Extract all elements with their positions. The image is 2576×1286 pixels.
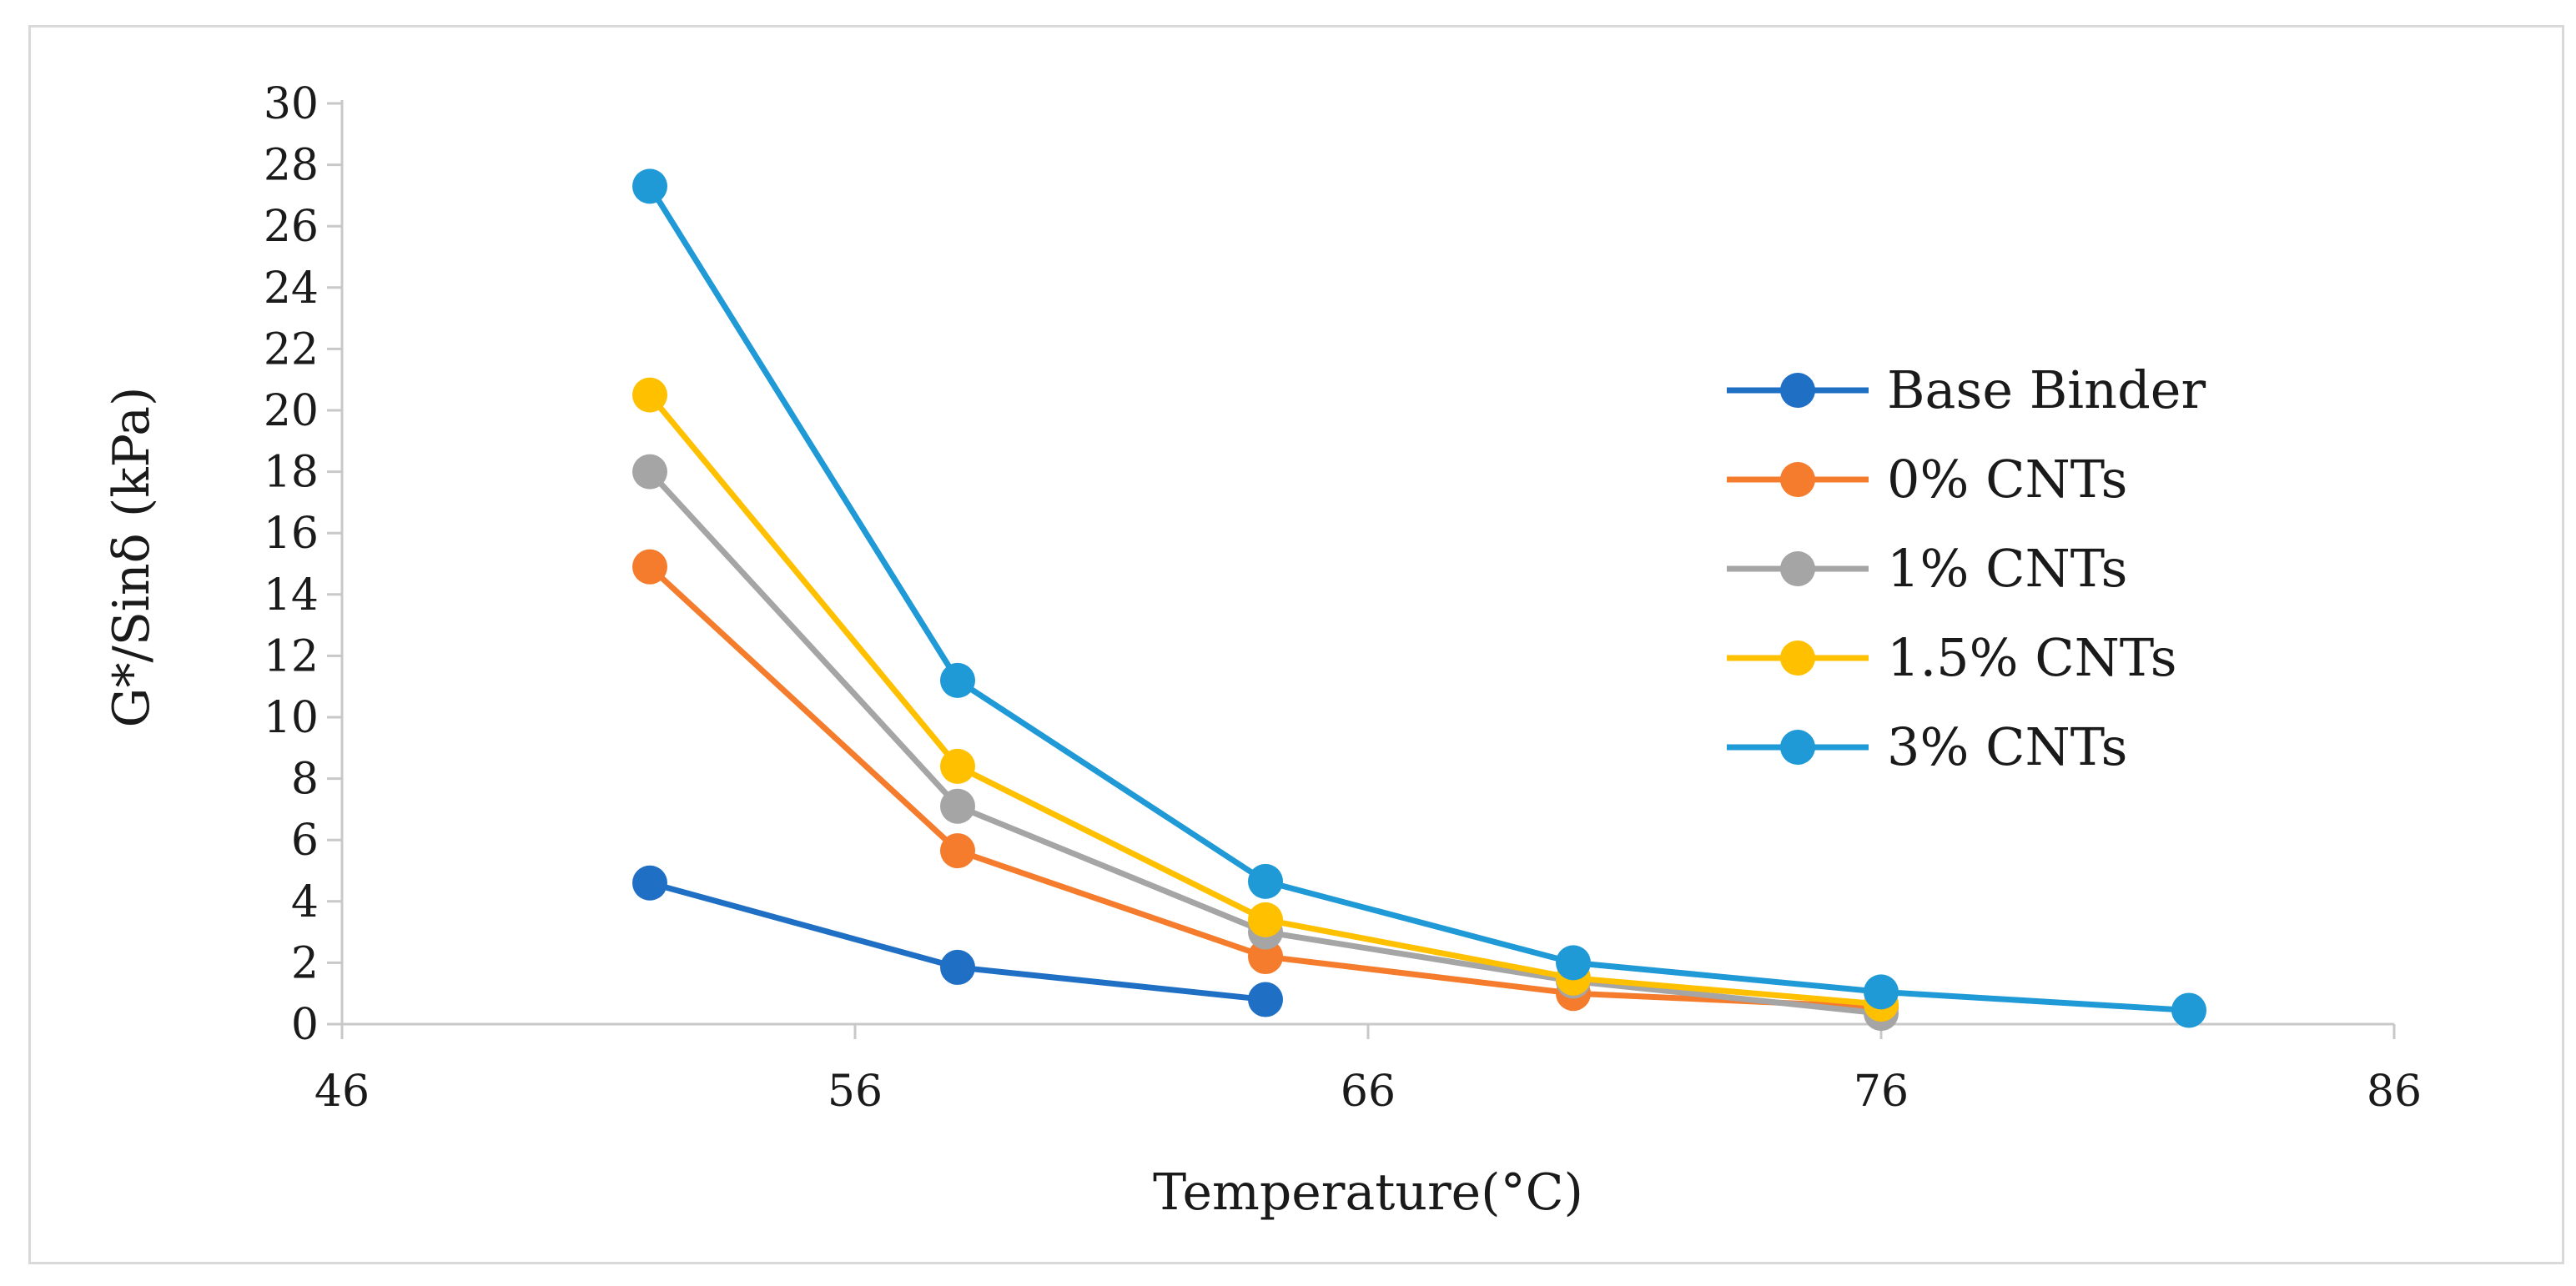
data-point [940,949,975,985]
y-tick-label: 24 [264,264,319,314]
legend-item: 1% CNTs [1727,538,2127,599]
data-point [1248,863,1283,899]
y-tick-label: 26 [264,202,319,252]
y-tick-label: 22 [264,324,319,374]
data-point [632,454,667,490]
legend-marker [1780,373,1815,408]
data-point [2171,992,2206,1028]
legend-item: 3% CNTs [1727,716,2127,777]
x-tick-label: 76 [1854,1067,1909,1117]
legend-item: 1.5% CNTs [1727,627,2177,688]
data-point [940,833,975,869]
series-base-binder [632,865,1283,1017]
y-tick-label: 20 [264,386,319,436]
y-tick-label: 16 [264,509,319,559]
data-point [940,748,975,784]
y-tick-label: 8 [291,755,319,805]
y-tick-label: 28 [264,141,319,191]
data-point [1248,939,1283,975]
series-3-cnts [632,168,2206,1028]
y-tick-label: 0 [291,1000,319,1050]
y-axis-title: G*/Sinδ (kPa) [103,387,161,728]
data-point [632,865,667,901]
y-tick-label: 10 [264,693,319,743]
legend-marker [1780,462,1815,497]
legend-marker [1780,551,1815,586]
x-tick-label: 66 [1341,1067,1396,1117]
data-point [1248,902,1283,937]
legend-marker [1780,730,1815,765]
data-point [632,549,667,585]
data-point [632,168,667,204]
y-tick-label: 18 [264,448,319,498]
chart-frame [28,25,2564,1264]
series-1-5-cnts [632,377,1899,1022]
y-tick-label: 4 [291,877,319,927]
y-tick-label: 14 [264,570,319,620]
data-point [632,377,667,413]
data-point [1556,945,1591,981]
legend-label: 3% CNTs [1887,716,2127,777]
data-point [1864,974,1899,1010]
y-tick-label: 6 [291,816,319,866]
x-tick-label: 56 [828,1067,883,1117]
y-tick-label: 12 [264,631,319,681]
legend-label: 1% CNTs [1887,538,2127,599]
legend-item: 0% CNTs [1727,449,2127,510]
data-point [940,788,975,824]
data-point [1248,982,1283,1017]
legend-label: 1.5% CNTs [1887,627,2177,688]
series-line [647,184,2190,1013]
x-tick-label: 86 [2367,1067,2422,1117]
series-1-cnts [632,454,1899,1032]
y-tick-label: 2 [291,938,319,988]
x-tick-label: 46 [314,1067,370,1117]
legend-label: Base Binder [1887,359,2206,420]
y-tick-label: 30 [264,79,319,129]
legend-marker [1780,640,1815,676]
data-point [940,662,975,698]
legend: Base Binder 0% CNTs 1% CNTs 1.5% CNTs 3% CNT… [1727,359,2206,777]
legend-label: 0% CNTs [1887,449,2127,510]
legend-item: Base Binder [1727,359,2206,420]
x-axis-title: Temperature(°C) [1153,1163,1583,1222]
series-0-cnts [632,549,1899,1025]
series-layer [632,168,2206,1032]
